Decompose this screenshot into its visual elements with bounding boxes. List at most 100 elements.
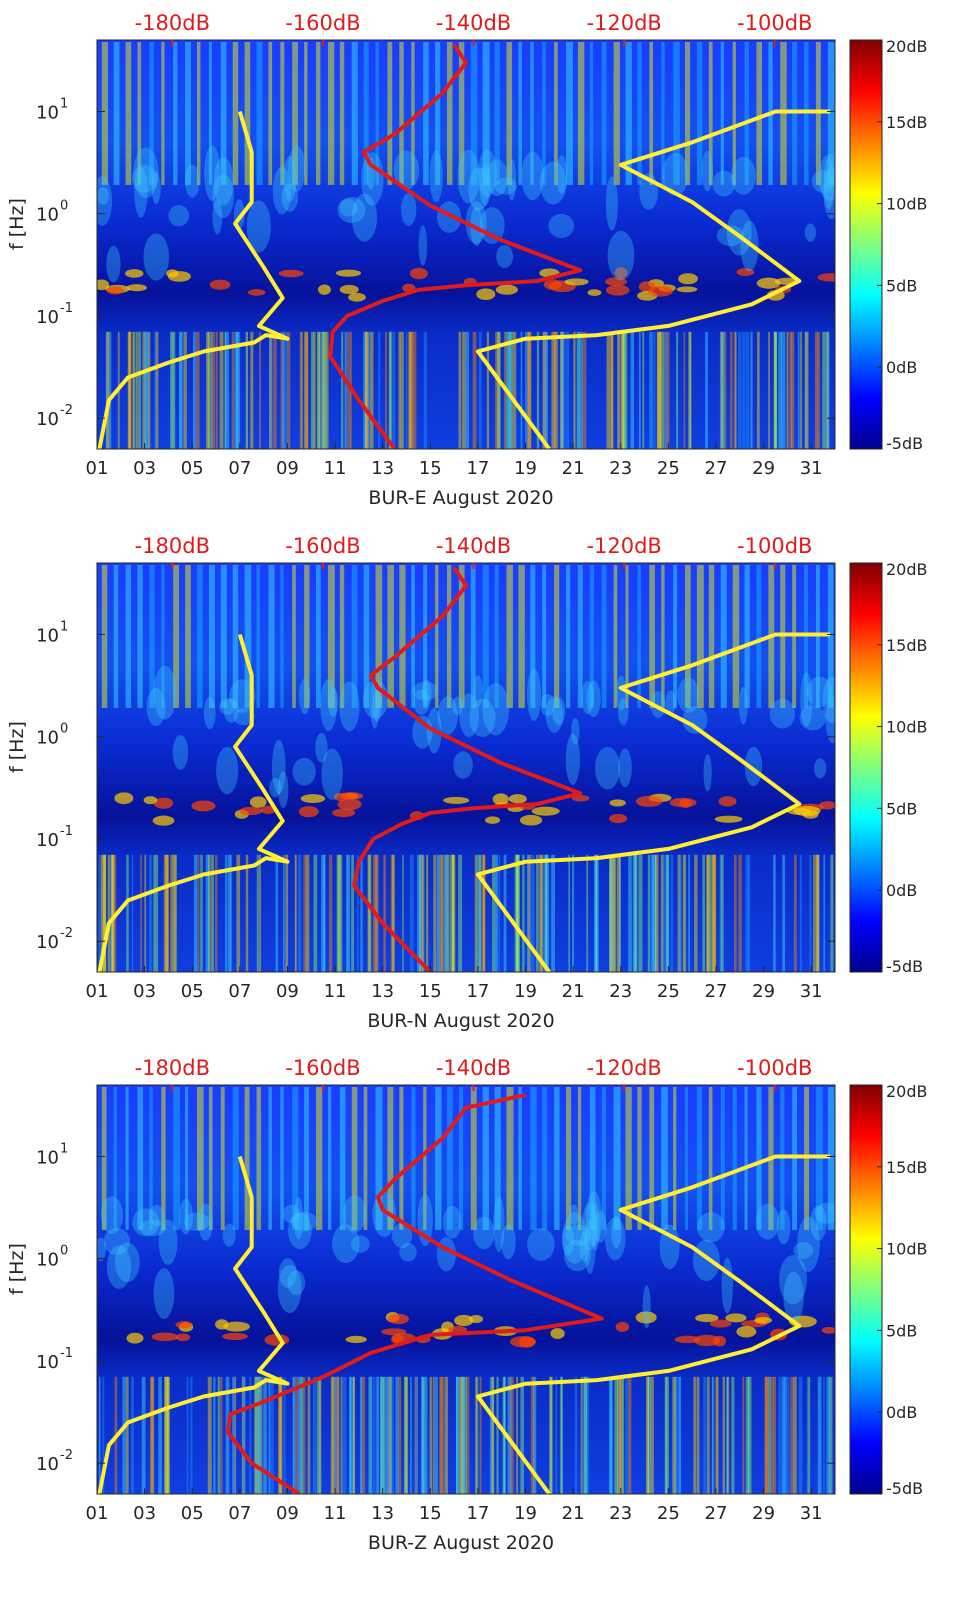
top-db-tick-label: -140dB: [436, 534, 511, 558]
x-tick-label: 31: [800, 1503, 823, 1524]
y-tick-exponent: -1: [60, 824, 73, 839]
x-tick-label: 21: [562, 458, 585, 479]
top-db-tick-label: -160dB: [285, 534, 360, 558]
colorbar-tick-label: 15dB: [886, 636, 928, 655]
colorbar: [850, 1085, 882, 1494]
top-db-tick-label: -120dB: [586, 534, 661, 558]
top-db-tick-label: -180dB: [135, 534, 210, 558]
x-tick-label: 27: [705, 981, 728, 1002]
x-tick-label: 11: [324, 1503, 347, 1524]
y-tick-exponent: 0: [60, 199, 68, 214]
y-tick-label: 10: [36, 625, 59, 646]
y-tick-label: 10: [36, 307, 59, 328]
x-tick-label: 07: [228, 1503, 251, 1524]
figure: 01 03 05 07 09 11 13 15 17 19 21 23 25 27 29 3110110010…: [0, 0, 962, 1599]
x-tick-label: 05: [181, 458, 204, 479]
panel-2: 01 03 05 07 09 11 13 15 17 19 21 23 25 27 29 3110110010…: [6, 534, 928, 1032]
x-tick-label: 25: [657, 981, 680, 1002]
x-tick-label: 23: [609, 458, 632, 479]
y-tick-exponent: 0: [60, 1244, 68, 1259]
x-tick-label: 03: [133, 981, 156, 1002]
colorbar: [850, 40, 882, 449]
y-tick-exponent: -2: [60, 926, 73, 941]
top-db-tick-label: -140dB: [436, 11, 511, 35]
x-tick-label: 29: [752, 981, 775, 1002]
x-tick-label: 17: [466, 981, 489, 1002]
x-tick-label: 15: [419, 458, 442, 479]
y-tick-exponent: 0: [60, 722, 68, 737]
x-tick-label: 09: [276, 1503, 299, 1524]
colorbar: [850, 563, 882, 972]
y-tick-exponent: -1: [60, 301, 73, 316]
top-db-tick-label: -100dB: [737, 1056, 812, 1080]
x-tick-label: 13: [371, 981, 394, 1002]
x-tick-label: 07: [228, 458, 251, 479]
y-tick-label: 10: [36, 1352, 59, 1373]
x-tick-label: 01: [86, 1503, 109, 1524]
colorbar-tick-label: 10dB: [886, 195, 928, 214]
x-tick-label: 29: [752, 458, 775, 479]
top-db-tick-label: -180dB: [135, 1056, 210, 1080]
x-tick-label: 31: [800, 458, 823, 479]
colorbar-tick-label: -5dB: [886, 957, 923, 976]
x-tick-label: 13: [371, 458, 394, 479]
y-tick-label: 10: [36, 728, 59, 749]
colorbar-tick-label: 20dB: [886, 37, 928, 56]
y-tick-label: 10: [36, 409, 59, 430]
colorbar-tick-label: -5dB: [886, 1479, 923, 1498]
colorbar-tick-label: 15dB: [886, 113, 928, 132]
colorbar-tick-label: 5dB: [886, 1321, 917, 1340]
x-tick-label: 01: [86, 458, 109, 479]
top-db-tick-label: -160dB: [285, 1056, 360, 1080]
x-tick-label: 13: [371, 1503, 394, 1524]
x-axis-label: BUR-N August 2020: [367, 1010, 554, 1032]
x-tick-label: 11: [324, 458, 347, 479]
x-tick-label: 05: [181, 1503, 204, 1524]
top-db-tick-label: -100dB: [737, 11, 812, 35]
colorbar-tick-label: 0dB: [886, 1403, 917, 1422]
x-tick-label: 29: [752, 1503, 775, 1524]
y-tick-label: 10: [36, 102, 59, 123]
x-tick-label: 31: [800, 981, 823, 1002]
y-tick-exponent: -2: [60, 403, 73, 418]
x-tick-label: 03: [133, 458, 156, 479]
x-tick-label: 23: [609, 981, 632, 1002]
top-db-tick-label: -120dB: [586, 1056, 661, 1080]
x-tick-label: 09: [276, 458, 299, 479]
x-tick-label: 05: [181, 981, 204, 1002]
y-tick-exponent: -2: [60, 1448, 73, 1463]
top-db-tick-label: -100dB: [737, 534, 812, 558]
x-tick-label: 23: [609, 1503, 632, 1524]
x-tick-label: 15: [419, 1503, 442, 1524]
colorbar-tick-label: 15dB: [886, 1158, 928, 1177]
x-tick-label: 01: [86, 981, 109, 1002]
y-tick-exponent: -1: [60, 1346, 73, 1361]
y-tick-label: 10: [36, 1147, 59, 1168]
colorbar-tick-label: 20dB: [886, 1082, 928, 1101]
x-axis-label: BUR-Z August 2020: [368, 1532, 554, 1554]
top-db-tick-label: -180dB: [135, 11, 210, 35]
y-tick-exponent: 1: [60, 1141, 68, 1156]
x-tick-label: 19: [514, 981, 537, 1002]
colorbar-tick-label: 0dB: [886, 881, 917, 900]
colorbar-tick-label: 10dB: [886, 1240, 928, 1259]
y-tick-label: 10: [36, 205, 59, 226]
y-axis-label: f [Hz]: [6, 198, 28, 250]
colorbar-tick-label: 10dB: [886, 718, 928, 737]
x-tick-label: 19: [514, 1503, 537, 1524]
top-db-tick-label: -120dB: [586, 11, 661, 35]
x-tick-label: 17: [466, 1503, 489, 1524]
y-axis-label: f [Hz]: [6, 721, 28, 773]
x-tick-label: 25: [657, 458, 680, 479]
colorbar-tick-label: 5dB: [886, 799, 917, 818]
y-tick-exponent: 1: [60, 619, 68, 634]
y-tick-label: 10: [36, 830, 59, 851]
x-tick-label: 17: [466, 458, 489, 479]
top-db-tick-label: -160dB: [285, 11, 360, 35]
x-tick-label: 21: [562, 981, 585, 1002]
colorbar-tick-label: 5dB: [886, 276, 917, 295]
x-tick-label: 21: [562, 1503, 585, 1524]
y-tick-label: 10: [36, 932, 59, 953]
x-tick-label: 19: [514, 458, 537, 479]
